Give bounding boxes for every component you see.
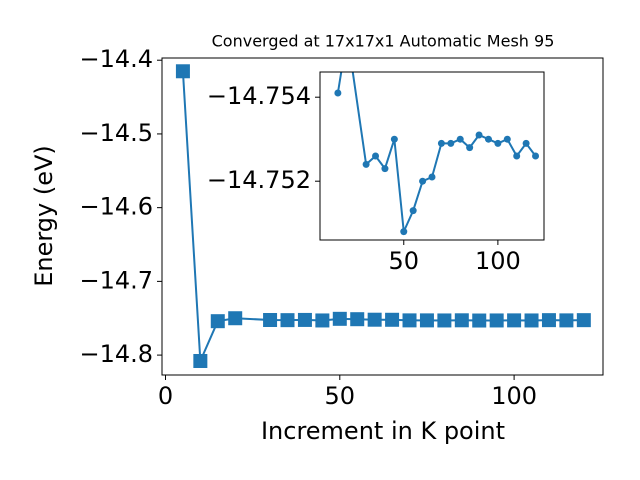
data-point [559,313,574,328]
data-point [409,207,417,215]
data-point [503,135,511,143]
plot-area [334,72,540,236]
data-point [524,313,539,328]
data-point [576,313,591,328]
y-tick-label: −14.5 [79,119,153,147]
data-point [334,89,342,97]
y-axis-label: Energy (eV) [30,145,58,287]
axes-frame [161,57,604,376]
x-tick-label: 0 [158,382,173,410]
y-tick-label: −14.6 [79,193,153,221]
data-point [390,135,398,143]
data-point [437,313,452,328]
x-axis-label: Increment in K point [261,417,505,445]
data-point [362,160,370,168]
data-point [494,139,502,147]
data-point [489,313,504,328]
inset-background [320,72,544,240]
data-point [175,64,190,79]
data-point [210,314,225,329]
data-point [367,312,382,327]
plot-area [175,64,591,368]
data-point [522,139,530,147]
data-point [428,173,436,181]
x-tick-label: 50 [388,247,419,275]
data-point [475,131,483,139]
data-point [472,313,487,328]
data-point [297,312,312,327]
data-point [447,139,455,147]
data-point [541,313,556,328]
data-point [372,152,380,160]
data-point [263,313,278,328]
data-point [437,139,445,147]
y-tick-label: −14.7 [79,266,153,294]
chart-title: Converged at 17x17x1 Automatic Mesh 95 [212,32,555,51]
data-point [381,165,389,173]
data-point [419,313,434,328]
data-point [456,135,464,143]
data-point [228,311,243,326]
y-tick-label: −14.752 [207,166,311,194]
y-tick-label: −14.754 [207,82,311,110]
data-point [507,313,522,328]
x-tick-label: 50 [325,382,356,410]
data-point [315,313,330,328]
data-point [332,311,347,326]
data-point [454,313,469,328]
data-point [532,152,540,160]
data-point [400,228,408,236]
data-point [419,177,427,185]
y-tick-label: −14.4 [79,45,153,73]
data-point [385,312,400,327]
x-tick-label: 100 [491,382,537,410]
data-point [513,152,521,160]
data-point [466,144,474,152]
y-tick-label: −14.8 [79,340,153,368]
axes-frame [319,71,545,241]
x-tick-label: 100 [475,247,521,275]
data-point [280,313,295,328]
data-point [402,313,417,328]
data-point [350,312,365,327]
data-point [484,135,492,143]
data-point [193,353,208,368]
